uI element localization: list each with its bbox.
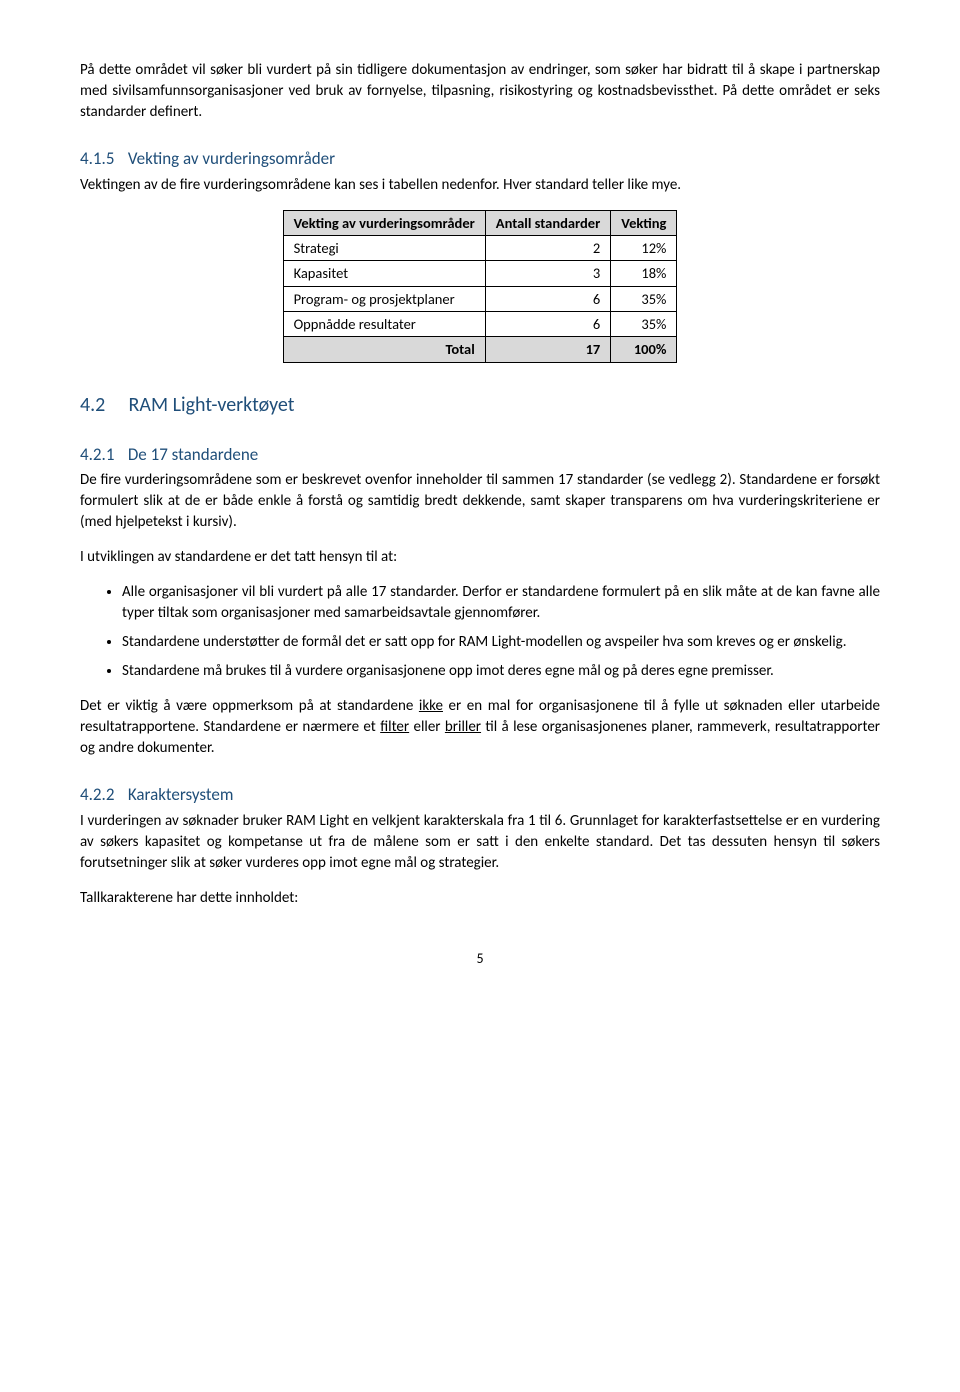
col-header: Vekting (611, 210, 677, 235)
s422-para1: I vurderingen av søknader bruker RAM Lig… (80, 811, 880, 874)
col-header: Antall standarder (485, 210, 610, 235)
underline-filter: filter (380, 718, 409, 736)
underline-ikke: ikke (419, 697, 443, 715)
table-row: Oppnådde resultater 6 35% (283, 311, 677, 336)
text-span: eller (409, 718, 445, 736)
cell-vekting: 35% (611, 286, 677, 311)
underline-briller: briller (445, 718, 481, 736)
cell-antall: 3 (485, 261, 610, 286)
cell-total-antall: 17 (485, 337, 610, 362)
heading-4-2-1: 4.2.1 De 17 standardene (80, 443, 880, 467)
cell-label: Strategi (283, 236, 485, 261)
cell-label: Oppnådde resultater (283, 311, 485, 336)
cell-total-label: Total (283, 337, 485, 362)
vekting-table: Vekting av vurderingsområder Antall stan… (283, 210, 678, 363)
heading-4-1-5: 4.1.5 Vekting av vurderingsområder (80, 147, 880, 171)
table-header-row: Vekting av vurderingsområder Antall stan… (283, 210, 677, 235)
cell-total-vekting: 100% (611, 337, 677, 362)
section-title: RAM Light-verktøyet (129, 393, 295, 417)
text-span: Det er viktig å være oppmerksom på at st… (80, 697, 419, 715)
list-item: Alle organisasjoner vil bli vurdert på a… (122, 582, 880, 624)
section-title: De 17 standardene (128, 444, 258, 465)
table-total-row: Total 17 100% (283, 337, 677, 362)
section-number: 4.2 (80, 391, 124, 419)
heading-4-2-2: 4.2.2 Karaktersystem (80, 783, 880, 807)
cell-antall: 6 (485, 311, 610, 336)
section-number: 4.2.1 (80, 443, 124, 467)
cell-vekting: 18% (611, 261, 677, 286)
s415-paragraph: Vektingen av de fire vurderingsområdene … (80, 175, 880, 196)
cell-vekting: 35% (611, 311, 677, 336)
cell-vekting: 12% (611, 236, 677, 261)
cell-antall: 2 (485, 236, 610, 261)
section-title: Vekting av vurderingsområder (128, 148, 335, 169)
cell-label: Program- og prosjektplaner (283, 286, 485, 311)
intro-paragraph: På dette området vil søker bli vurdert p… (80, 60, 880, 123)
section-number: 4.1.5 (80, 147, 124, 171)
cell-antall: 6 (485, 286, 610, 311)
table-row: Strategi 2 12% (283, 236, 677, 261)
heading-4-2: 4.2 RAM Light-verktøyet (80, 391, 880, 419)
table-row: Program- og prosjektplaner 6 35% (283, 286, 677, 311)
s421-bullet-list: Alle organisasjoner vil bli vurdert på a… (80, 582, 880, 682)
list-item: Standardene understøtter de formål det e… (122, 632, 880, 653)
table-row: Kapasitet 3 18% (283, 261, 677, 286)
col-header: Vekting av vurderingsområder (283, 210, 485, 235)
section-title: Karaktersystem (128, 784, 234, 805)
s421-para1: De fire vurderingsområdene som er beskre… (80, 470, 880, 533)
s422-para2: Tallkarakterene har dette innholdet: (80, 888, 880, 909)
s421-para2: I utviklingen av standardene er det tatt… (80, 547, 880, 568)
section-number: 4.2.2 (80, 783, 124, 807)
s421-para3: Det er viktig å være oppmerksom på at st… (80, 696, 880, 759)
cell-label: Kapasitet (283, 261, 485, 286)
page-number: 5 (80, 949, 880, 969)
list-item: Standardene må brukes til å vurdere orga… (122, 661, 880, 682)
